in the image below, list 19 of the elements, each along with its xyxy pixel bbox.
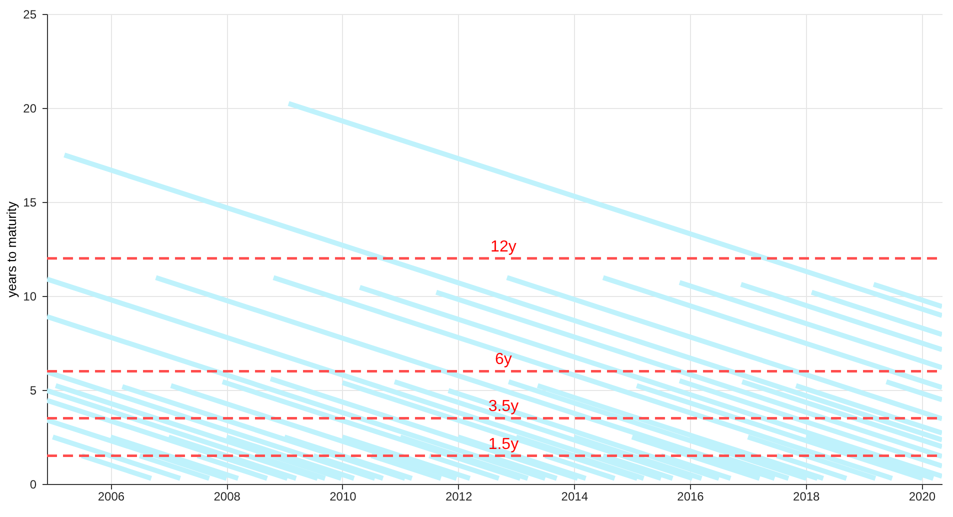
ref-line-label: 1.5y: [488, 436, 519, 453]
y-tick-label: 10: [23, 290, 37, 304]
y-tick-label: 0: [30, 478, 37, 492]
x-tick-label: 2020: [908, 490, 936, 504]
x-tick-label: 2012: [445, 490, 472, 504]
y-tick-label: 15: [23, 196, 37, 210]
ref-line-label: 3.5y: [488, 398, 519, 416]
y-axis-title: years to maturity: [4, 200, 20, 298]
x-tick-label: 2010: [330, 490, 357, 504]
x-tick-label: 2008: [214, 490, 241, 504]
y-tick-label: 20: [23, 102, 37, 116]
x-tick-label: 2014: [561, 490, 588, 504]
x-tick-label: 2018: [793, 490, 820, 504]
x-tick-label: 2016: [677, 490, 704, 504]
y-tick-label: 25: [23, 8, 37, 22]
ref-line-label: 12y: [490, 238, 516, 256]
y-tick-label: 5: [30, 384, 37, 398]
x-tick-label: 2006: [98, 490, 125, 504]
ref-line-label: 6y: [494, 351, 512, 368]
